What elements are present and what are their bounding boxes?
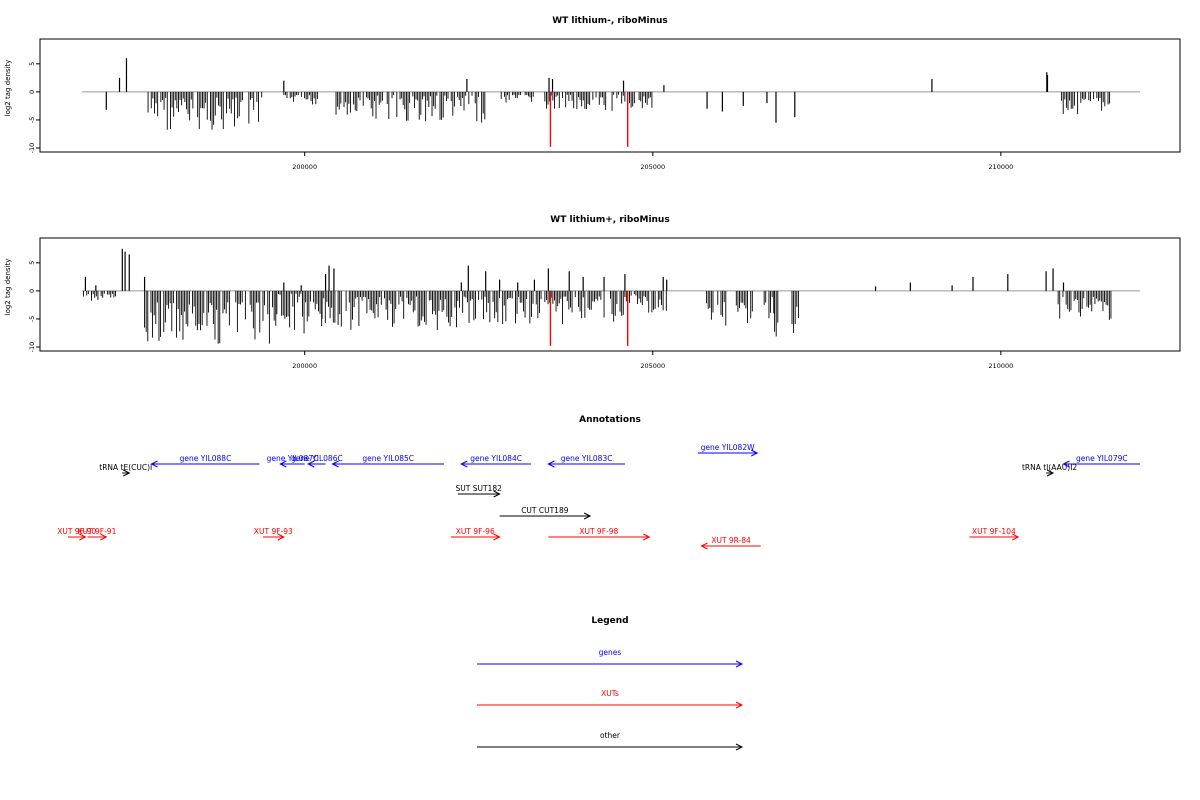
- y-tick-label: -5: [28, 117, 36, 123]
- annotation-feature: tRNA tE(CUC)I: [99, 463, 152, 477]
- x-tick-label: 200000: [292, 163, 317, 171]
- y-tick-label: 0: [28, 90, 36, 94]
- legend-panel: Legend genes XUTs other: [477, 616, 744, 751]
- annotation-feature: XUT 9F-104: [969, 527, 1020, 541]
- annotation-label: gene YIL082W: [701, 443, 755, 452]
- y-tick-label: -5: [28, 316, 36, 322]
- x-tick-label: 200000: [292, 362, 317, 370]
- track-bars-lithium-plus: [82, 248, 1140, 346]
- annotations-panel: Annotations tRNA tE(CUC)I gene YIL088C gen…: [57, 415, 1141, 550]
- track-panel-lithium-plus: WT lithium+, riboMinus log2 tag density …: [4, 215, 1181, 370]
- annotations-title: Annotations: [579, 415, 641, 425]
- plot-frame: [39, 38, 1181, 153]
- track-panel-lithium-minus: WT lithium-, riboMinus log2 tag density …: [4, 16, 1181, 171]
- plot-frame: [39, 237, 1181, 352]
- annotation-feature: XUT 9F-98: [548, 527, 651, 541]
- annotation-feature: XUT 9R-84: [700, 536, 761, 550]
- annotation-feature: gene YIL084C: [460, 454, 531, 468]
- track-bars-lithium-minus: [82, 58, 1140, 147]
- annotation-label: gene YIL086C: [291, 454, 343, 463]
- y-tick-label: -10: [28, 143, 36, 154]
- annotation-feature: tRNA tI(AAU)I2: [1022, 463, 1077, 477]
- y-axis-label: log2 tag density: [4, 60, 12, 117]
- annotation-label: tRNA tE(CUC)I: [99, 463, 152, 472]
- annotation-label: gene YIL087C: [267, 454, 319, 463]
- annotation-feature: XUT 9F-90: [57, 527, 96, 541]
- legend-item: XUTs: [477, 689, 744, 709]
- axes-lithium-plus: -10 -5 0 5 200000 205000 210000: [28, 261, 1013, 370]
- x-tick-label: 210000: [988, 163, 1013, 171]
- annotation-feature: gene YIL085C: [331, 454, 444, 468]
- annotation-feature: gene YIL082W: [698, 443, 759, 457]
- x-tick-label: 205000: [640, 362, 665, 370]
- legend-label: genes: [599, 648, 622, 657]
- annotation-feature: SUT SUT182: [456, 484, 503, 498]
- annotation-label: XUT 9F-98: [579, 527, 618, 536]
- annotation-label: XUT 9F-104: [972, 527, 1016, 536]
- annotation-feature: gene YIL086C: [291, 454, 343, 468]
- x-tick-label: 210000: [988, 362, 1013, 370]
- panel-title-lithium-minus: WT lithium-, riboMinus: [552, 16, 668, 26]
- y-tick-label: 0: [28, 289, 36, 293]
- annotation-label: gene YIL079C: [1076, 454, 1128, 463]
- annotation-label: gene YIL085C: [362, 454, 414, 463]
- annotation-feature: gene YIL087C: [267, 454, 319, 468]
- legend-title: Legend: [591, 616, 628, 626]
- legend-item: genes: [477, 648, 744, 668]
- annotation-feature: gene YIL088C: [150, 454, 260, 468]
- annotation-label: XUT 9F-93: [254, 527, 293, 536]
- annotation-label: XUT 9F-90: [57, 527, 96, 536]
- annotation-feature: gene YIL083C: [547, 454, 625, 468]
- annotation-label: gene YIL088C: [180, 454, 232, 463]
- annotation-feature: XUT 9F-96: [450, 527, 501, 541]
- annotation-feature: CUT CUT189: [499, 506, 592, 520]
- y-tick-label: -10: [28, 342, 36, 353]
- legend-items: genes XUTs other: [477, 648, 744, 751]
- axes-lithium-minus: -10 -5 0 5 200000 205000 210000: [28, 62, 1013, 171]
- legend-label: XUTs: [601, 689, 619, 698]
- annotation-label: tRNA tI(AAU)I2: [1022, 463, 1077, 472]
- annotation-label: CUT CUT189: [521, 506, 569, 515]
- annotation-feature: gene YIL079C: [1062, 454, 1141, 468]
- legend-item: other: [477, 731, 744, 751]
- panel-title-lithium-plus: WT lithium+, riboMinus: [550, 215, 669, 225]
- y-axis-label: log2 tag density: [4, 259, 12, 316]
- annotation-label: gene YIL084C: [470, 454, 522, 463]
- x-tick-label: 205000: [640, 163, 665, 171]
- annotation-feature: XUT 9F-91: [77, 527, 117, 541]
- annotation-label: XUT 9F-91: [77, 527, 116, 536]
- annotation-label: XUT 9R-84: [711, 536, 751, 545]
- legend-label: other: [600, 731, 621, 740]
- annotation-label: XUT 9F-96: [456, 527, 495, 536]
- y-tick-label: 5: [28, 261, 36, 265]
- annotation-label: SUT SUT182: [456, 484, 503, 493]
- y-tick-label: 5: [28, 62, 36, 66]
- annotation-feature: XUT 9F-93: [254, 527, 293, 541]
- annotation-label: gene YIL083C: [561, 454, 613, 463]
